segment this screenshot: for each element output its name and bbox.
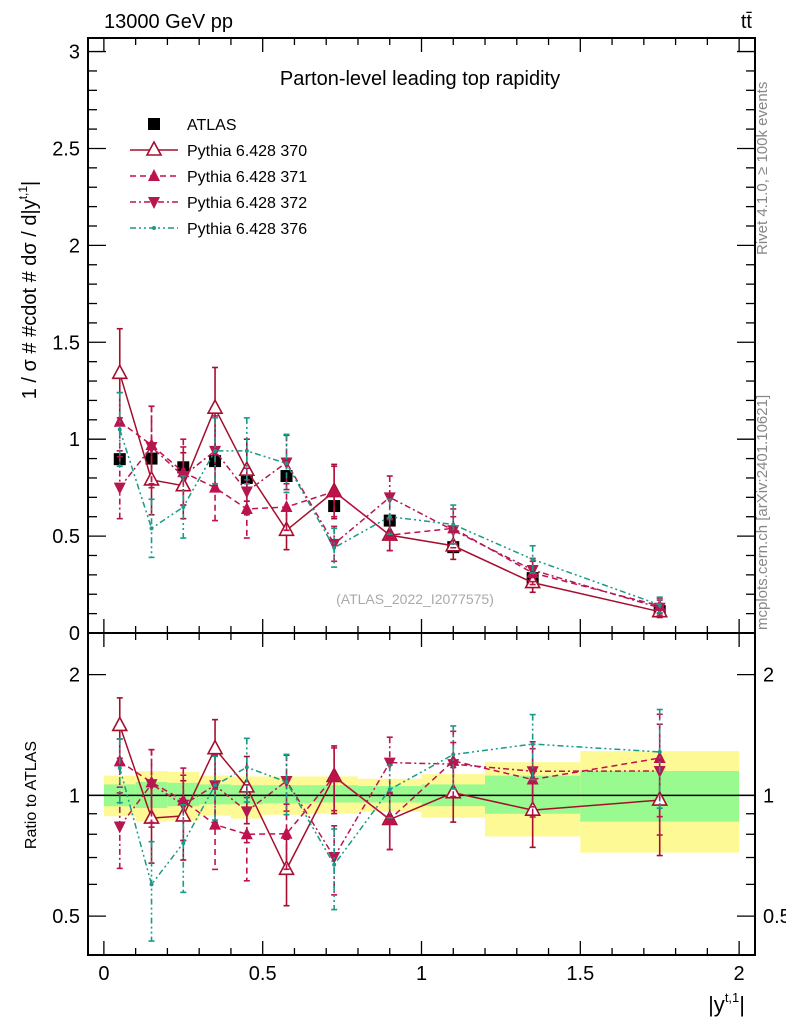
triangle-up-marker	[240, 501, 253, 514]
triangle-down-marker	[113, 821, 126, 834]
triangle-up-marker	[240, 827, 253, 840]
mcplots-label: mcplots.cern.ch [arXiv:2401.10621]	[754, 395, 771, 630]
open-triangle-marker	[524, 800, 542, 816]
dot-marker	[213, 448, 218, 453]
dot-marker	[451, 752, 456, 757]
y-tick-label: 1	[69, 429, 80, 451]
dot-marker	[152, 226, 156, 230]
y-tick-label: 1.5	[52, 332, 80, 354]
dot-marker	[332, 545, 337, 550]
ratio-tick-label-right: 0.5	[763, 906, 786, 928]
open-triangle-marker	[206, 738, 224, 755]
x-axis-label: |yt,1|	[708, 990, 745, 1017]
ratio-tick-label-left: 1	[69, 785, 80, 807]
y-tick-label: 2.5	[52, 138, 80, 160]
x-tick-label: 2	[734, 963, 745, 985]
dot-marker	[657, 749, 662, 754]
series-layer	[111, 327, 669, 942]
triangle-down-marker	[240, 486, 253, 499]
series-line	[119, 743, 660, 887]
dot-marker	[117, 765, 122, 770]
series-line	[119, 445, 660, 609]
open-triangle-marker	[111, 363, 129, 380]
open-triangle-marker	[206, 398, 224, 414]
x-tick-label: 1.5	[566, 963, 594, 985]
ratio-tick-label-right: 1	[763, 785, 774, 807]
triangle-up-marker	[280, 500, 293, 513]
dot-marker	[530, 742, 535, 747]
x-tick-label: 1	[416, 963, 427, 985]
ratio-tick-label-left: 2	[69, 665, 80, 687]
dot-marker	[149, 882, 154, 887]
dot-marker	[149, 526, 154, 531]
triangle-down-marker	[145, 441, 158, 454]
triangle-down-marker	[113, 482, 126, 495]
dot-marker	[530, 557, 535, 562]
dot-marker	[284, 461, 289, 466]
dot-marker	[181, 505, 186, 510]
y-axis-label: 1 / σ # #cdot # dσ / d|yt,1|	[16, 181, 41, 400]
triangle-down-marker	[240, 806, 253, 819]
dot-marker	[284, 779, 289, 784]
dot-marker	[213, 783, 218, 788]
legend-label: Pythia 6.428 372	[187, 195, 307, 212]
legend-label: Pythia 6.428 376	[187, 221, 307, 238]
triangle-up-marker	[328, 484, 341, 497]
y-tick-label: 2	[69, 235, 80, 257]
dot-marker	[451, 522, 456, 527]
triangle-up-marker	[209, 480, 222, 493]
dot-marker	[244, 765, 249, 770]
header-process: 13000 GeV pp	[104, 11, 233, 33]
x-tick-label: 0	[98, 963, 109, 985]
ratio-y-axis-label: Ratio to ATLAS	[23, 741, 40, 849]
plot-title: Parton-level leading top rapidity	[280, 68, 560, 90]
legend-label: Pythia 6.428 371	[187, 169, 307, 186]
open-triangle-marker	[444, 782, 462, 799]
triangle-up-marker	[526, 772, 539, 785]
triangle-up-marker	[328, 769, 341, 782]
open-triangle-marker	[111, 715, 129, 732]
axes: 0 0.5 1 1.5 2 0 0.5 1 1.5 2 2.5 3 0.5 0.5 1 1 2 2	[52, 37, 786, 985]
dot-marker	[332, 862, 337, 867]
y-tick-label: 3	[69, 42, 80, 64]
ratio-tick-label-right: 2	[763, 665, 774, 687]
triangle-up-marker	[209, 817, 222, 830]
rivet-label: Rivet 4.1.0, ≥ 100k events	[754, 82, 771, 255]
triangle-down-marker	[145, 779, 158, 792]
dot-marker	[244, 448, 249, 453]
triangle-up-marker	[148, 169, 160, 181]
header-final-state: tt̄	[741, 11, 753, 33]
triangle-down-marker	[383, 757, 396, 770]
triangle-up-marker	[280, 826, 293, 839]
triangle-down-marker	[526, 565, 539, 578]
y-tick-label: 0.5	[52, 526, 80, 548]
x-tick-label: 0.5	[249, 963, 277, 985]
dot-marker	[117, 427, 122, 432]
legend: ATLAS Pythia 6.428 370 Pythia 6.428 371 Pyt…	[130, 117, 307, 238]
dot-marker	[181, 841, 186, 846]
ratio-tick-label-left: 0.5	[52, 906, 80, 928]
watermark: (ATLAS_2022_I2077575)	[336, 591, 494, 607]
dot-marker	[657, 602, 662, 607]
open-triangle-marker	[145, 140, 163, 156]
triangle-down-marker	[447, 525, 460, 538]
triangle-down-marker	[148, 197, 160, 209]
legend-label: Pythia 6.428 370	[187, 143, 307, 160]
legend-label: ATLAS	[187, 117, 237, 134]
triangle-down-marker	[653, 602, 666, 615]
triangle-down-marker	[383, 492, 396, 505]
dot-marker	[387, 514, 392, 519]
series-pythia-6-428-376	[116, 391, 663, 942]
y-tick-label: 0	[69, 623, 80, 645]
dot-marker	[387, 787, 392, 792]
square-marker	[148, 118, 160, 130]
